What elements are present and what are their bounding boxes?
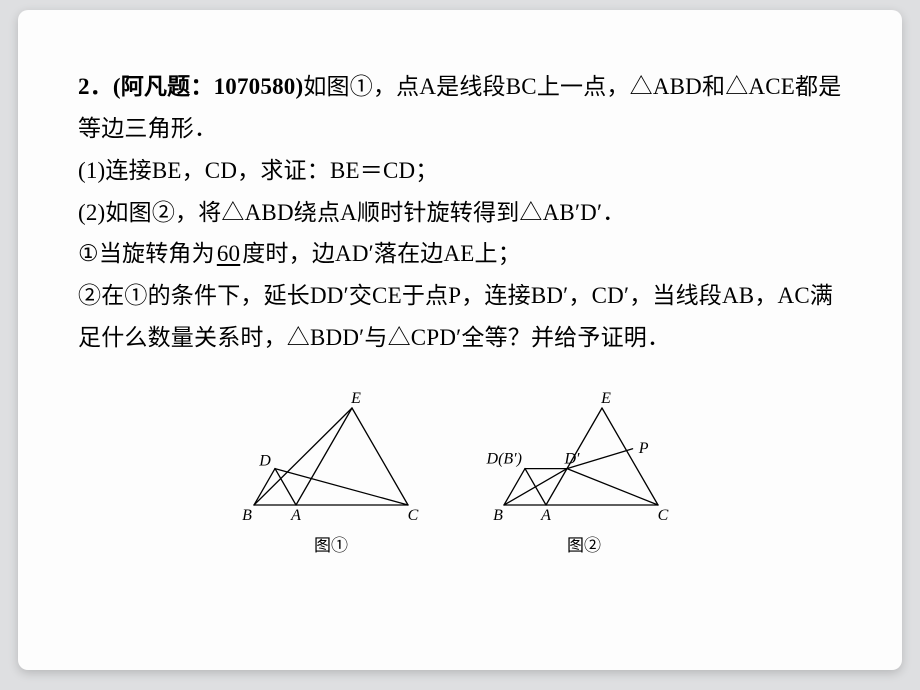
- svg-text:C: C: [408, 507, 419, 524]
- svg-text:E: E: [600, 390, 611, 407]
- figure-2-svg: B A C D(B′) D′ E P: [484, 377, 684, 527]
- svg-text:D(B′): D(B′): [486, 451, 522, 468]
- svg-text:P: P: [638, 440, 649, 457]
- svg-text:B: B: [242, 507, 252, 524]
- svg-text:A: A: [540, 507, 551, 524]
- part-2: (2)如图②，将△ABD绕点A顺时针旋转得到△AB′D′．: [78, 200, 625, 225]
- figure-2: B A C D(B′) D′ E P 图②: [484, 377, 684, 556]
- figures-row: B A C D E 图① B A C D(B′) D′ E P 图②: [78, 377, 842, 556]
- svg-text:C: C: [658, 507, 669, 524]
- svg-text:E: E: [350, 390, 361, 407]
- problem-number: 2．(阿凡题：1070580): [78, 74, 303, 99]
- problem-card: 2．(阿凡题：1070580)如图①，点A是线段BC上一点，△ABD和△ACE都…: [18, 10, 902, 670]
- svg-text:D′: D′: [563, 451, 580, 468]
- sub-1-prefix: ①当旋转角为: [78, 241, 215, 266]
- sub-1-suffix: 度时，边AD′落在边AE上；: [242, 241, 521, 266]
- svg-text:B: B: [493, 507, 503, 524]
- svg-text:D: D: [258, 453, 271, 470]
- figure-1-svg: B A C D E: [236, 377, 426, 527]
- sub-2: ②在①的条件下，延长DD′交CE于点P，连接BD′，CD′，当线段AB，AC满足…: [78, 283, 833, 350]
- figure-1-caption: 图①: [314, 531, 348, 556]
- problem-text: 2．(阿凡题：1070580)如图①，点A是线段BC上一点，△ABD和△ACE都…: [78, 66, 842, 359]
- blank-answer: 60: [215, 241, 242, 266]
- svg-text:A: A: [290, 507, 301, 524]
- figure-2-caption: 图②: [567, 531, 601, 556]
- figure-1: B A C D E 图①: [236, 377, 426, 556]
- part-1: (1)连接BE，CD，求证：BE＝CD；: [78, 158, 439, 183]
